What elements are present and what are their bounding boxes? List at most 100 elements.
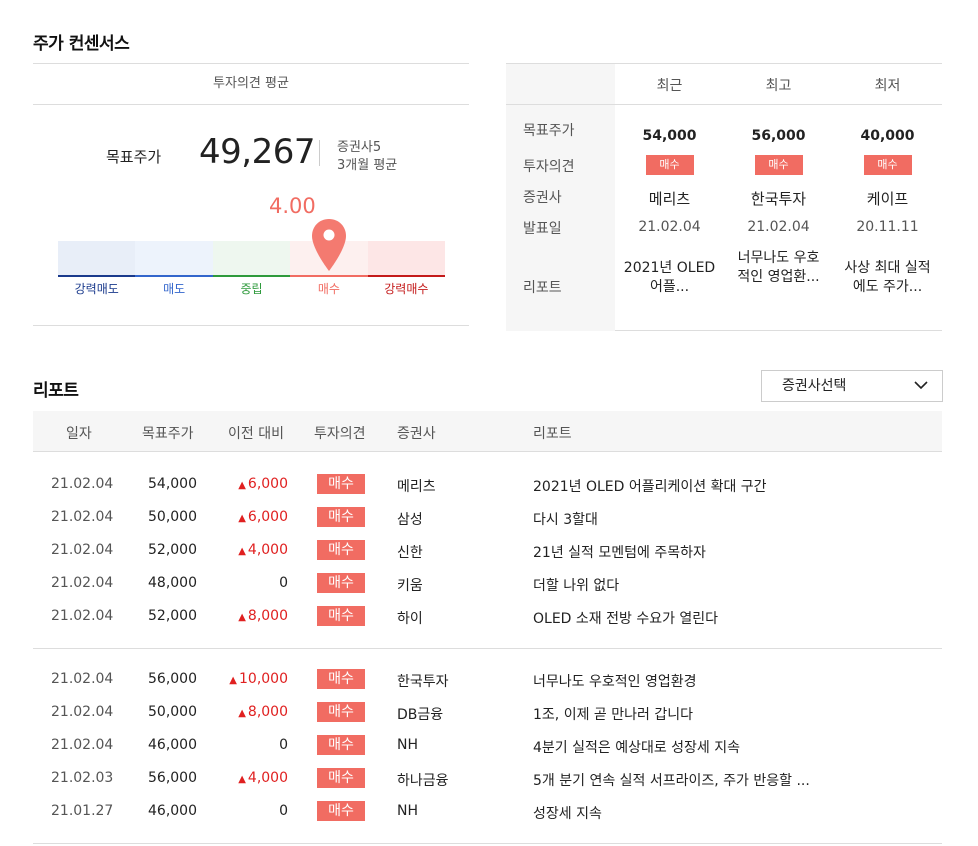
- firm-count: 증권사5: [337, 140, 382, 155]
- target-divider: [319, 140, 320, 166]
- header-opinion: 투자의견: [314, 426, 366, 442]
- row-firm: NH: [397, 737, 418, 753]
- row-target-price: 50,000: [148, 509, 197, 525]
- broker-select[interactable]: 증권사선택: [761, 370, 943, 402]
- report-table-header: 일자 목표주가 이전 대비 투자의견 증권사 리포트: [33, 411, 942, 452]
- row-firm: 하이: [397, 611, 423, 627]
- column-recent: 최근: [656, 78, 683, 94]
- column-highest: 최고: [765, 78, 792, 94]
- gauge-segment-strong-buy: [367, 241, 446, 276]
- row-target-price: 56,000: [148, 671, 197, 687]
- row-target-price: 56,000: [148, 770, 197, 786]
- opinion-badge: 매수: [317, 702, 365, 722]
- row-date: 21.02.03: [51, 770, 114, 786]
- up-arrow-icon: ▲: [238, 513, 246, 524]
- table-row[interactable]: 21.02.04 50,000 ▲ 6,000 매수 삼성 다시 3할대: [33, 501, 942, 534]
- row-change: ▲ 4,000: [213, 770, 288, 786]
- table-row[interactable]: 21.02.04 50,000 ▲ 8,000 매수 DB금융 1조, 이제 곧 만나러 갑…: [33, 696, 942, 729]
- row-label-opinion: 투자의견: [523, 159, 575, 175]
- row-label-report: 리포트: [523, 280, 562, 296]
- row-change: ▲ 8,000: [213, 608, 288, 624]
- lowest-target-price: 40,000: [860, 128, 915, 144]
- table-bottom-divider: [33, 843, 942, 844]
- row-report-link[interactable]: 너무나도 우호적인 영업환경: [533, 674, 697, 690]
- up-arrow-icon: ▲: [238, 546, 246, 557]
- row-date: 21.02.04: [51, 575, 114, 591]
- row-report-link[interactable]: 5개 분기 연속 실적 서프라이즈, 주가 반응할 ...: [533, 773, 810, 789]
- recent-target-price: 54,000: [642, 128, 697, 144]
- opinion-badge: 매수: [317, 540, 365, 560]
- target-price-label: 목표주가: [106, 148, 162, 166]
- row-opinion: 매수: [317, 669, 365, 689]
- table-row[interactable]: 21.02.04 48,000 0 매수 키움 더할 나위 없다: [33, 567, 942, 600]
- row-label-firm: 증권사: [523, 190, 562, 206]
- row-date: 21.02.04: [51, 542, 114, 558]
- row-change: ▲ 10,000: [213, 671, 288, 687]
- change-value: 4,000: [247, 770, 288, 786]
- change-value: 4,000: [247, 542, 288, 558]
- gauge-label-strong-sell: 강력매도: [74, 282, 119, 296]
- table-row[interactable]: 21.02.04 46,000 0 매수 NH 4분기 실적은 예상대로 성장세 지속: [33, 729, 942, 762]
- row-firm: 삼성: [397, 512, 423, 528]
- row-change: 0: [279, 803, 288, 819]
- table-row[interactable]: 21.02.04 52,000 ▲ 4,000 매수 신한 21년 실적 모멘텀에 주목하자: [33, 534, 942, 567]
- row-date: 21.02.04: [51, 704, 114, 720]
- row-firm: NH: [397, 803, 418, 819]
- row-date: 21.02.04: [51, 509, 114, 525]
- row-report-link[interactable]: 4분기 실적은 예상대로 성장세 지속: [533, 740, 741, 756]
- row-date: 21.02.04: [51, 671, 114, 687]
- header-firm: 증권사: [397, 426, 436, 442]
- gauge-label-neutral: 중립: [240, 282, 263, 296]
- gauge-segment-sell: [135, 241, 213, 276]
- header-report: 리포트: [533, 426, 572, 442]
- row-report-link[interactable]: OLED 소재 전방 수요가 열린다: [533, 611, 719, 627]
- average-period: 3개월 평균: [337, 158, 398, 173]
- opinion-average-header: 투자의견 평균: [33, 64, 469, 105]
- row-target-price: 52,000: [148, 608, 197, 624]
- row-change: 0: [279, 575, 288, 591]
- opinion-badge: 매수: [317, 768, 365, 788]
- row-target-price: 46,000: [148, 737, 197, 753]
- highest-report-link[interactable]: 너무나도 우호적인 영업환...: [737, 250, 820, 285]
- lowest-report-link[interactable]: 사상 최대 실적에도 주가...: [844, 260, 931, 295]
- table-row[interactable]: 21.01.27 46,000 0 매수 NH 성장세 지속: [33, 795, 942, 828]
- consensus-compare-panel: 목표주가 투자의견 증권사 발표일 리포트 최근 최고 최저 54,000 56…: [506, 63, 942, 331]
- table-row[interactable]: 21.02.04 56,000 ▲ 10,000 매수 한국투자 너무나도 우호적인 영업환…: [33, 663, 942, 696]
- change-value: 8,000: [247, 608, 288, 624]
- row-target-price: 54,000: [148, 476, 197, 492]
- opinion-badge: 매수: [317, 669, 365, 689]
- location-pin-icon: [311, 219, 346, 271]
- lowest-date: 20.11.11: [856, 219, 919, 235]
- row-firm: 신한: [397, 545, 423, 561]
- consensus-title: 주가 컨센서스: [33, 34, 130, 54]
- row-target-price: 46,000: [148, 803, 197, 819]
- row-target-price: 50,000: [148, 704, 197, 720]
- opinion-gauge: [58, 241, 446, 276]
- opinion-badge: 매수: [863, 155, 912, 175]
- row-report-link[interactable]: 다시 3할대: [533, 512, 598, 528]
- row-report-link[interactable]: 더할 나위 없다: [533, 578, 620, 594]
- highest-date: 21.02.04: [747, 219, 810, 235]
- change-value: 6,000: [247, 476, 288, 492]
- header-change: 이전 대비: [228, 426, 284, 442]
- row-report-link[interactable]: 21년 실적 모멘텀에 주목하자: [533, 545, 706, 561]
- table-row[interactable]: 21.02.04 54,000 ▲ 6,000 매수 메리츠 2021년 OLED 어플리케…: [33, 468, 942, 501]
- row-opinion: 매수: [317, 573, 365, 593]
- row-opinion: 매수: [317, 540, 365, 560]
- gauge-baseline: [58, 275, 446, 277]
- opinion-score: 4.00: [269, 194, 316, 218]
- opinion-badge: 매수: [317, 801, 365, 821]
- opinion-badge: 매수: [317, 606, 365, 626]
- row-change: ▲ 8,000: [213, 704, 288, 720]
- change-value: 10,000: [239, 671, 288, 687]
- table-row[interactable]: 21.02.03 56,000 ▲ 4,000 매수 하나금융 5개 분기 연속 실적 서프…: [33, 762, 942, 795]
- row-report-link[interactable]: 1조, 이제 곧 만나러 갑니다: [533, 707, 693, 723]
- row-report-link[interactable]: 성장세 지속: [533, 806, 602, 822]
- row-report-link[interactable]: 2021년 OLED 어플리케이션 확대 구간: [533, 479, 767, 495]
- row-opinion: 매수: [317, 735, 365, 755]
- recent-report-link[interactable]: 2021년 OLED 어플...: [623, 260, 716, 295]
- table-row[interactable]: 21.02.04 52,000 ▲ 8,000 매수 하이 OLED 소재 전방 수요가 열…: [33, 600, 942, 633]
- row-date: 21.02.04: [51, 737, 114, 753]
- up-arrow-icon: ▲: [238, 708, 246, 719]
- opinion-badge: 매수: [317, 735, 365, 755]
